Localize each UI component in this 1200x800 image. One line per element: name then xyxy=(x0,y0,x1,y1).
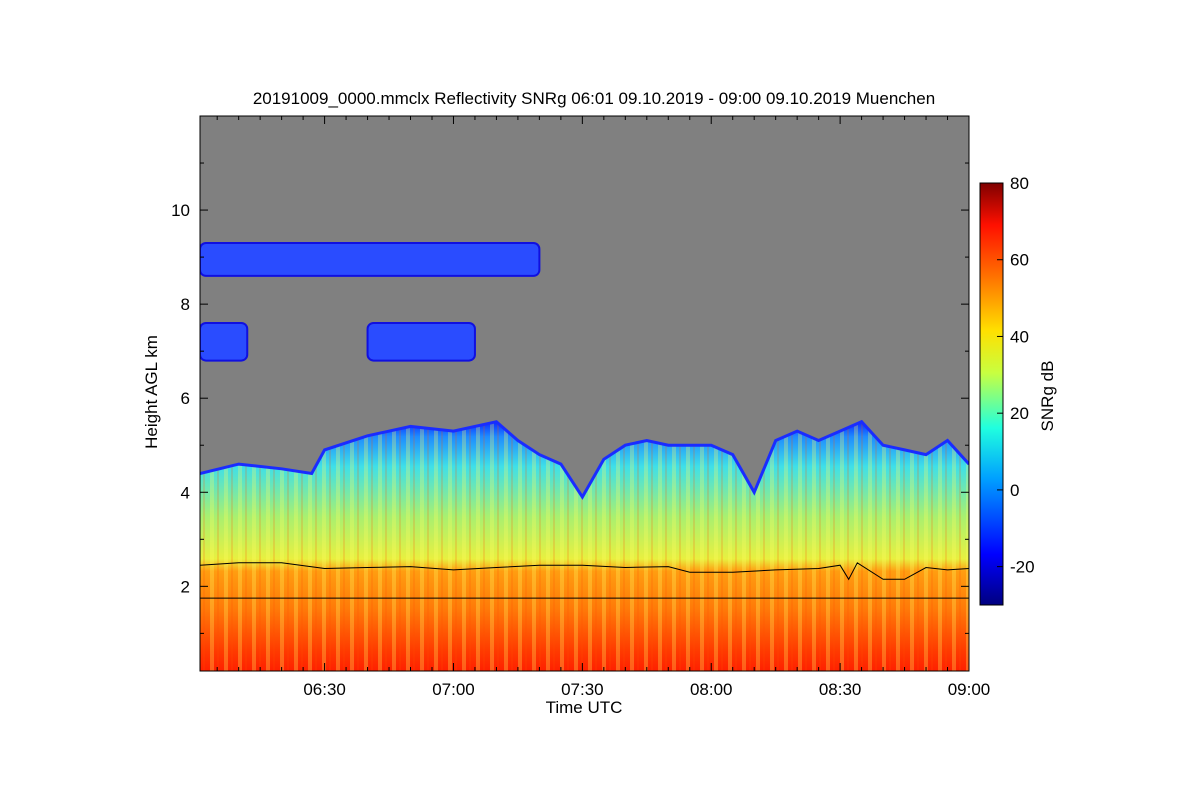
cloud-base-line xyxy=(200,562,969,581)
echo-top-edge xyxy=(200,419,969,500)
cirrus-layer-lower-west xyxy=(200,321,249,362)
colorbar xyxy=(979,182,1004,606)
cirrus-layer-lower-mid xyxy=(366,321,476,362)
colorbar-tick-label-5: -20 xyxy=(1010,558,1035,577)
y-axis-label: Height AGL km xyxy=(142,335,161,449)
x-tick-label-0: 06:30 xyxy=(303,680,346,699)
echo-fall-streaks xyxy=(200,421,969,671)
chart-title: 20191009_0000.mmclx Reflectivity SNRg 06… xyxy=(253,89,935,108)
colorbar-tick-label-4: 0 xyxy=(1010,481,1019,500)
colorbar-tick-label-2: 40 xyxy=(1010,327,1029,346)
y-tick-label-1: 4 xyxy=(181,483,190,502)
y-tick-label-2: 6 xyxy=(181,389,190,408)
colorbar-tick-label-1: 60 xyxy=(1010,251,1029,270)
colorbar-tick-label-0: 80 xyxy=(1010,174,1029,193)
y-tick-label-3: 8 xyxy=(181,295,190,314)
x-axis-label: Time UTC xyxy=(546,698,623,717)
y-tick-label-0: 2 xyxy=(181,577,190,596)
plot-frame xyxy=(199,115,970,672)
cirrus-layer-upper xyxy=(200,241,541,277)
colorbar-label: SNRg dB xyxy=(1038,361,1057,432)
x-tick-label-1: 07:00 xyxy=(432,680,475,699)
x-tick-label-5: 09:00 xyxy=(948,680,991,699)
y-tick-label-4: 10 xyxy=(171,201,190,220)
x-tick-label-4: 08:30 xyxy=(819,680,862,699)
colorbar-tick-label-3: 20 xyxy=(1010,404,1029,423)
x-tick-label-2: 07:30 xyxy=(561,680,604,699)
x-tick-label-3: 08:00 xyxy=(690,680,733,699)
